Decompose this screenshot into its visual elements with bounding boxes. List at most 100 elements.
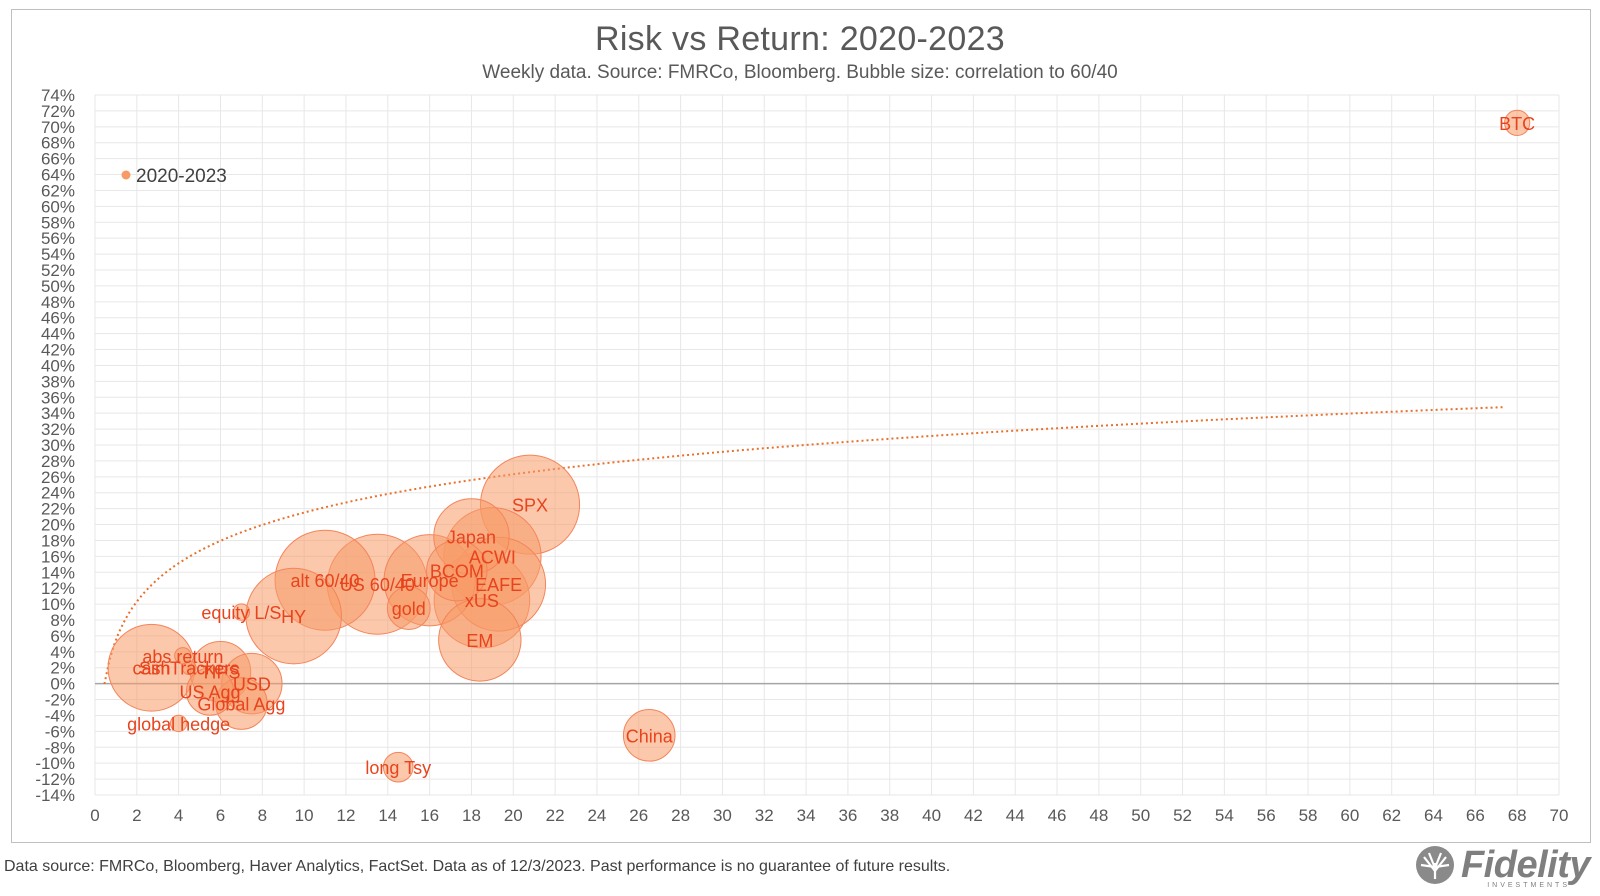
x-tick-label: 34 xyxy=(797,806,816,825)
y-tick-label: 6% xyxy=(50,627,75,646)
x-tick-label: 14 xyxy=(378,806,397,825)
trendline-path xyxy=(103,406,1505,685)
x-tick-label: 20 xyxy=(504,806,523,825)
y-tick-label: 20% xyxy=(41,516,75,535)
x-tick-label: 68 xyxy=(1508,806,1527,825)
y-tick-label: 48% xyxy=(41,293,75,312)
y-tick-label: 38% xyxy=(41,372,75,391)
y-tick-label: 40% xyxy=(41,356,75,375)
x-tick-label: 22 xyxy=(546,806,565,825)
y-tick-label: 30% xyxy=(41,436,75,455)
x-tick-label: 24 xyxy=(587,806,606,825)
y-tick-label: 56% xyxy=(41,229,75,248)
x-tick-label: 42 xyxy=(964,806,983,825)
bubble-label-gold: gold xyxy=(392,599,426,619)
bubble-label-cash: cash xyxy=(132,659,170,679)
y-tick-label: 58% xyxy=(41,213,75,232)
y-tick-label: 46% xyxy=(41,309,75,328)
y-tick-label: 0% xyxy=(50,675,75,694)
x-tick-label: 60 xyxy=(1340,806,1359,825)
brand-subtitle: INVESTMENTS xyxy=(1487,882,1570,889)
x-tick-label: 46 xyxy=(1048,806,1067,825)
bubble-label-long-tsy: long Tsy xyxy=(365,758,431,778)
x-tick-label: 8 xyxy=(258,806,267,825)
y-tick-label: 72% xyxy=(41,102,75,121)
y-tick-label: 18% xyxy=(41,531,75,550)
x-tick-label: 66 xyxy=(1466,806,1485,825)
x-tick-label: 4 xyxy=(174,806,183,825)
bubble-bcom xyxy=(426,539,488,602)
y-tick-label: 24% xyxy=(41,484,75,503)
y-tick-label: 70% xyxy=(41,118,75,137)
y-tick-label: 44% xyxy=(41,325,75,344)
x-tick-label: 40 xyxy=(922,806,941,825)
x-tick-label: 0 xyxy=(90,806,99,825)
x-tick-label: 64 xyxy=(1424,806,1443,825)
y-tick-label: 52% xyxy=(41,261,75,280)
x-tick-label: 28 xyxy=(671,806,690,825)
bubble-label-hy: HY xyxy=(281,607,306,627)
x-tick-label: 56 xyxy=(1257,806,1276,825)
y-tick-label: 12% xyxy=(41,579,75,598)
y-tick-label: 50% xyxy=(41,277,75,296)
bubble-label-usd: USD xyxy=(233,675,271,695)
y-tick-label: 10% xyxy=(41,595,75,614)
bubble-label-europe: Europe xyxy=(401,571,459,591)
x-tick-label: 18 xyxy=(462,806,481,825)
brand-name: Fidelity xyxy=(1460,844,1591,886)
x-tick-label: 12 xyxy=(337,806,356,825)
y-tick-label: 64% xyxy=(41,166,75,185)
x-tick-label: 70 xyxy=(1550,806,1569,825)
bubble-label-alt-60-40: alt 60/40 xyxy=(291,571,360,591)
bubble-simtrackers xyxy=(181,660,197,676)
bubble-em xyxy=(438,598,522,682)
x-tick-label: 32 xyxy=(755,806,774,825)
trendline xyxy=(103,406,1505,685)
y-tick-label: 4% xyxy=(50,643,75,662)
bubble-label-global-hedge: global hedge xyxy=(127,714,230,734)
x-tick-label: 62 xyxy=(1382,806,1401,825)
bubbles xyxy=(107,109,1531,783)
bubble-label-spx: SPX xyxy=(512,496,548,516)
x-tick-label: 6 xyxy=(216,806,225,825)
brand-logo: Fidelity xyxy=(1415,844,1591,886)
bubble-label-btc: BTC xyxy=(1499,114,1535,134)
x-tick-label: 36 xyxy=(838,806,857,825)
bubble-label-acwi: ACWI xyxy=(469,547,516,567)
y-tick-label: 54% xyxy=(41,245,75,264)
y-tick-label: 66% xyxy=(41,150,75,169)
y-tick-label: 2% xyxy=(50,659,75,678)
bubble-label-abs-return: abs return xyxy=(142,647,223,667)
chart-subtitle: Weekly data. Source: FMRCo, Bloomberg. B… xyxy=(482,62,1118,83)
footer-note: Data source: FMRCo, Bloomberg, Haver Ana… xyxy=(4,858,951,875)
bubble-label-tips: TIPS xyxy=(200,663,240,683)
y-tick-label: -12% xyxy=(35,770,75,789)
y-tick-label: 74% xyxy=(41,86,75,105)
x-tick-label: 58 xyxy=(1299,806,1318,825)
bubble-label-xus: xUS xyxy=(465,591,499,611)
bubble-us-agg xyxy=(185,667,235,716)
bubble-gold xyxy=(386,586,431,630)
x-tick-label: 50 xyxy=(1131,806,1150,825)
bubble-label-bcom: BCOM xyxy=(430,562,484,582)
x-tick-label: 38 xyxy=(880,806,899,825)
y-tick-label: 16% xyxy=(41,547,75,566)
y-tick-label: 60% xyxy=(41,197,75,216)
grid-lines xyxy=(94,94,1560,796)
x-tick-label: 44 xyxy=(1006,806,1025,825)
y-tick-label: 62% xyxy=(41,181,75,200)
x-tick-label: 26 xyxy=(629,806,648,825)
bubble-china xyxy=(622,709,676,762)
x-tick-label: 10 xyxy=(295,806,314,825)
y-axis-ticks: -14%-12%-10%-8%-6%-4%-2%0%2%4%6%8%10%12%… xyxy=(35,86,75,805)
legend-marker xyxy=(121,170,131,180)
bubble-label-china: China xyxy=(626,726,674,746)
x-tick-label: 52 xyxy=(1173,806,1192,825)
y-tick-label: -6% xyxy=(45,722,75,741)
y-tick-label: 32% xyxy=(41,420,75,439)
y-tick-label: 8% xyxy=(50,611,75,630)
y-tick-label: -4% xyxy=(45,706,75,725)
bubble-label-eafe: EAFE xyxy=(475,575,522,595)
